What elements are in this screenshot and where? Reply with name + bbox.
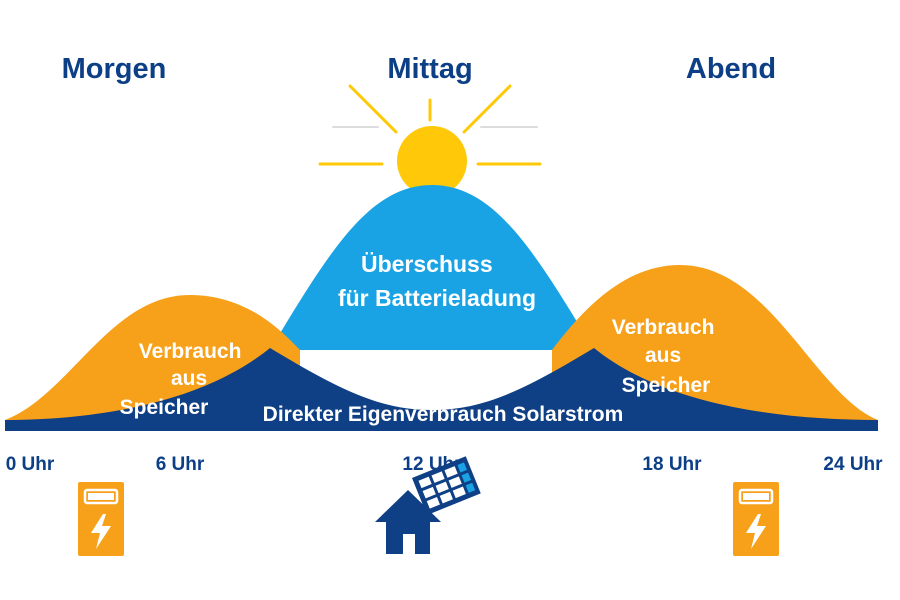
- storage-label-right: Verbrauch aus Speicher: [612, 316, 721, 397]
- tick-0: 0 Uhr: [6, 454, 55, 475]
- surplus-label: Überschuss für Batterieladung: [338, 251, 536, 311]
- tick-24: 24 Uhr: [823, 454, 883, 475]
- battery-charging-icon: [733, 482, 779, 556]
- surplus-area: [270, 185, 594, 350]
- direct-consumption-label: Direkter Eigenverbrauch Solarstrom: [263, 403, 624, 426]
- direct-consumption-area: [5, 348, 878, 430]
- sun-icon: [318, 84, 542, 196]
- tick-6: 6 Uhr: [156, 454, 205, 475]
- battery-charging-icon: [78, 482, 124, 556]
- period-noon: Mittag: [387, 53, 472, 85]
- tick-18: 18 Uhr: [642, 454, 702, 475]
- storage-label-left: Verbrauch aus Speicher: [120, 340, 248, 419]
- period-evening: Abend: [686, 53, 776, 85]
- solar-house-icon: [375, 456, 481, 554]
- period-morning: Morgen: [62, 53, 167, 85]
